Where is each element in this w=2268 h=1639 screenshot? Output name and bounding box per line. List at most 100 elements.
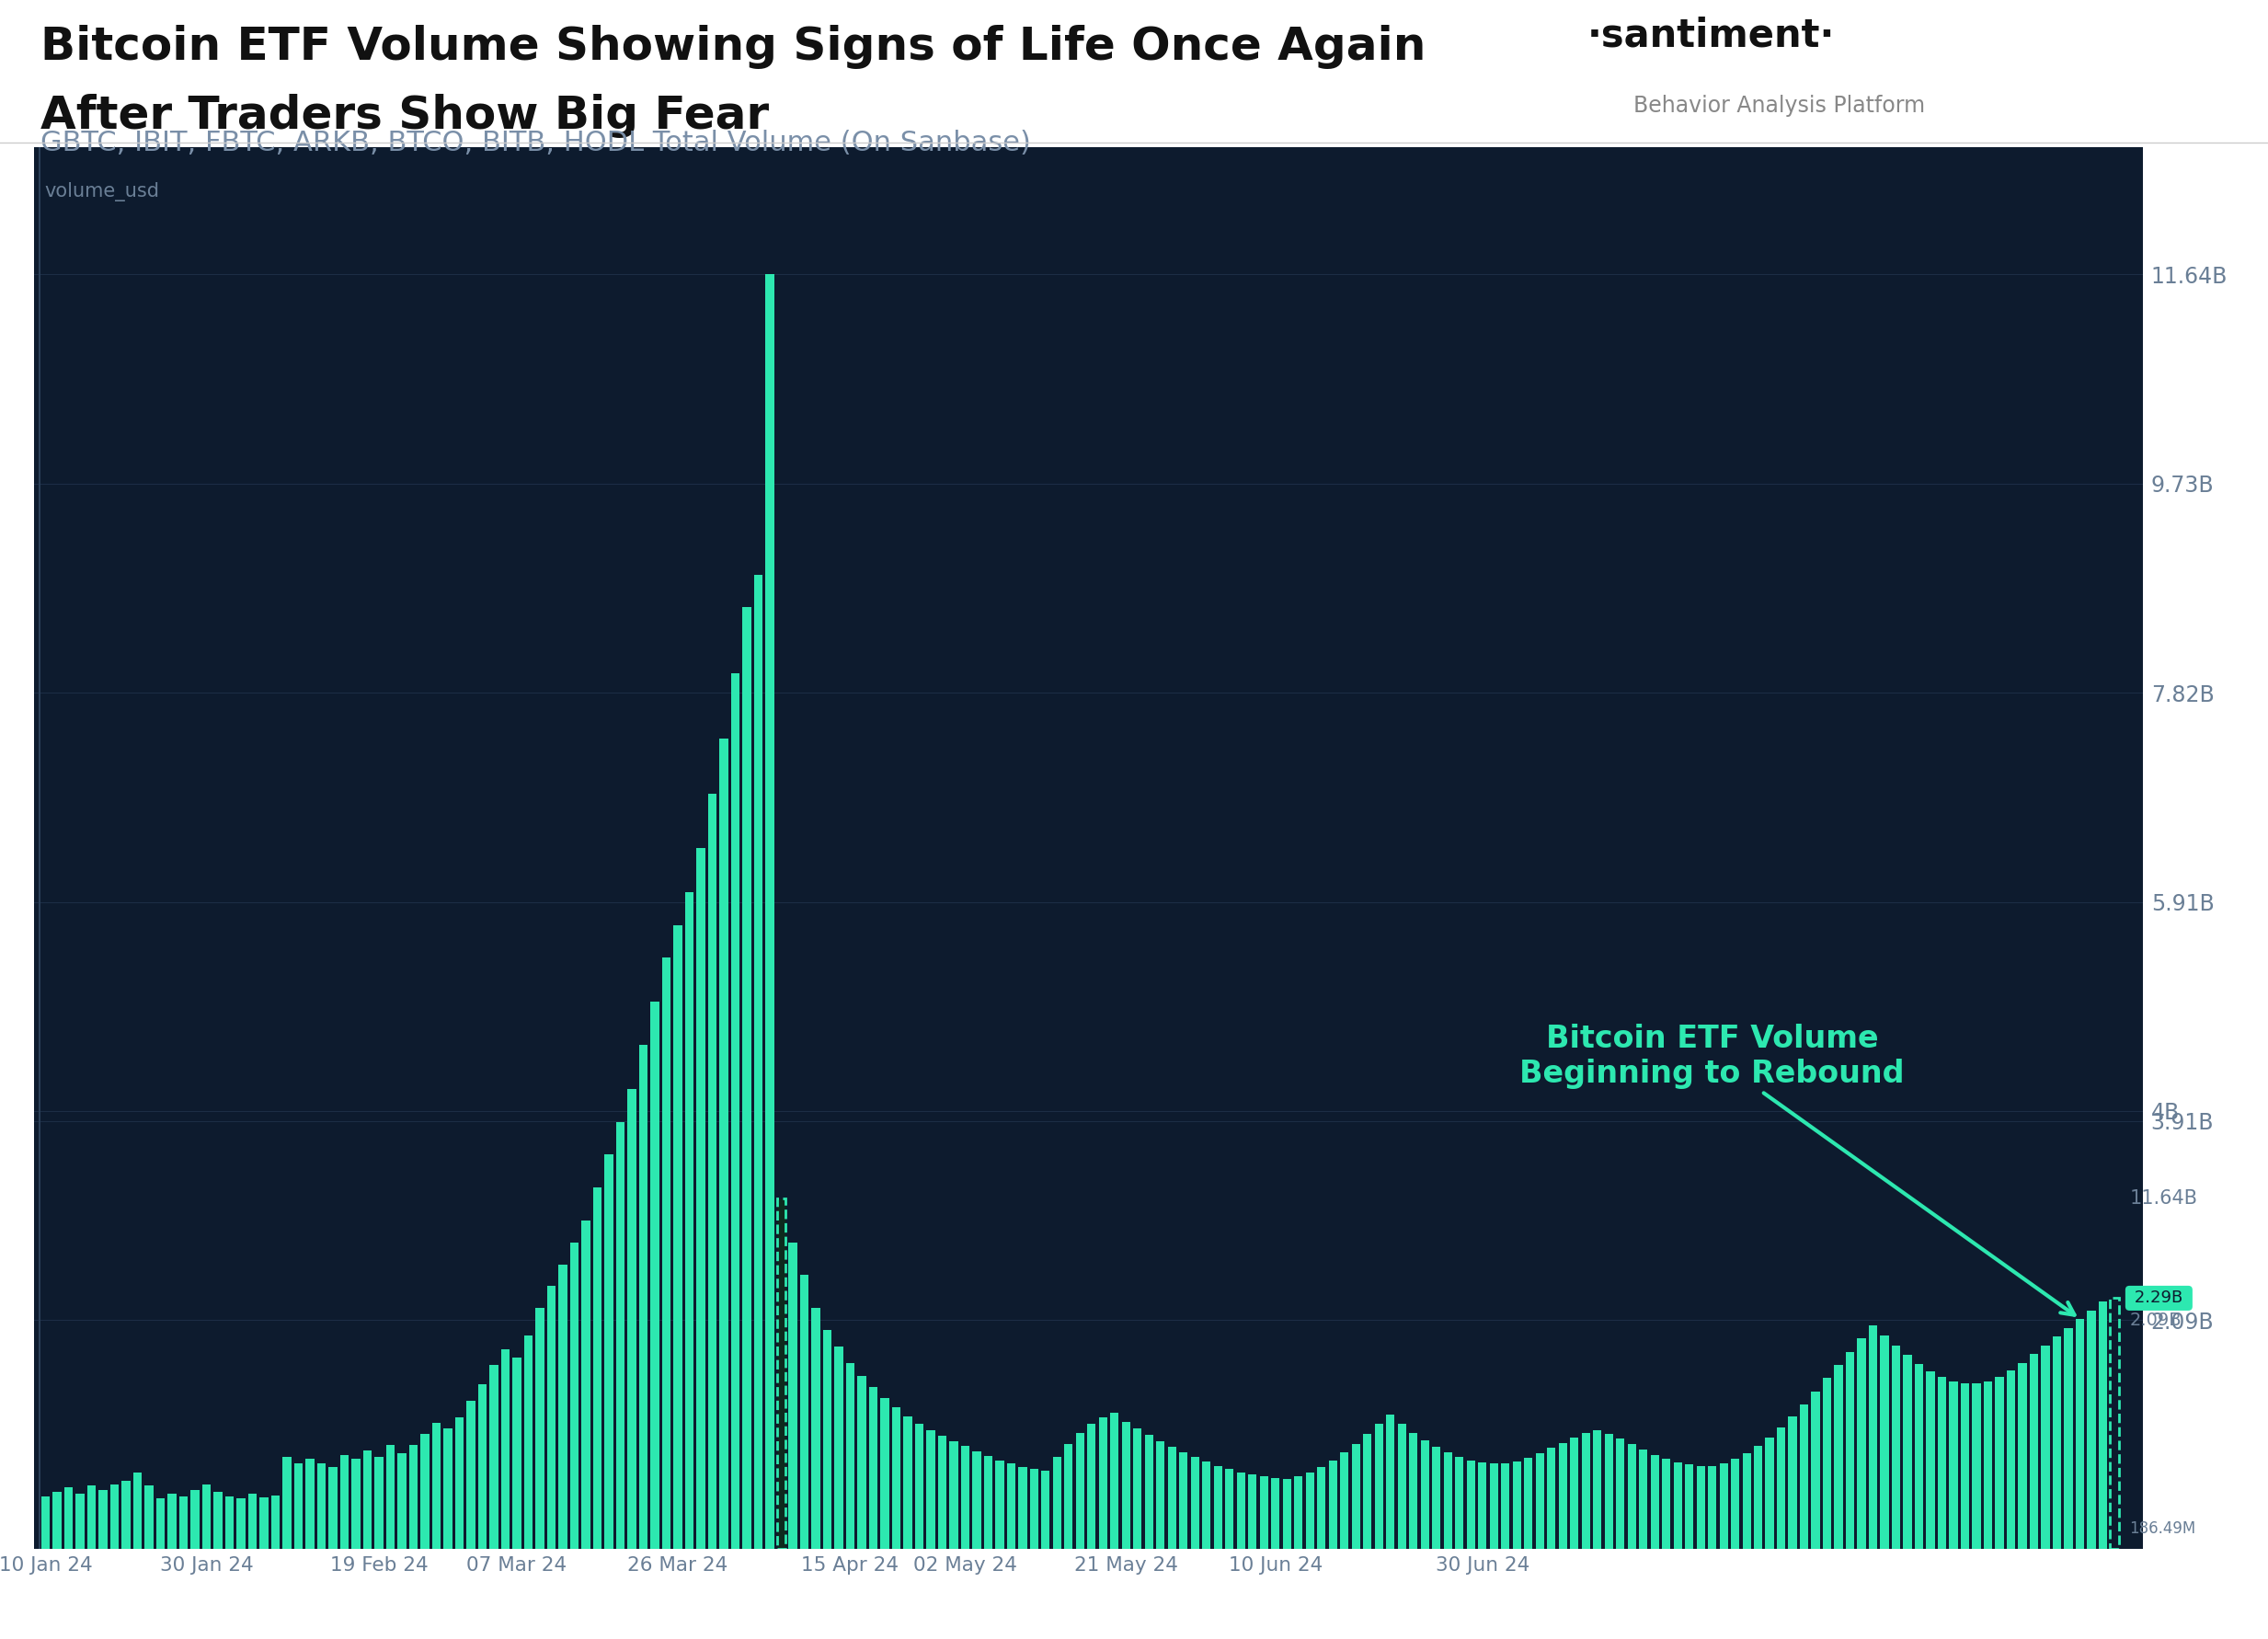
Bar [617, 1121, 624, 1549]
Bar [1295, 1477, 1302, 1549]
Bar [1880, 1336, 1889, 1549]
Bar [1617, 1439, 1624, 1549]
Bar [386, 1446, 395, 1549]
Bar [1719, 1464, 1728, 1549]
Bar [1914, 1364, 1923, 1549]
Bar [1213, 1465, 1222, 1549]
Text: volume_usd: volume_usd [45, 182, 159, 202]
Bar [247, 1495, 256, 1549]
Bar [1903, 1355, 1912, 1549]
Bar [880, 1398, 889, 1549]
Bar [479, 1385, 488, 1549]
Text: 2.29B: 2.29B [2130, 1290, 2189, 1306]
Bar [236, 1498, 245, 1549]
Bar [789, 1242, 796, 1549]
Bar [1685, 1465, 1694, 1549]
Bar [340, 1455, 349, 1549]
Bar [1236, 1472, 1245, 1549]
Bar [696, 847, 705, 1549]
Bar [86, 1485, 95, 1549]
Bar [1996, 1377, 2005, 1549]
Bar [1640, 1449, 1647, 1549]
Bar [1765, 1437, 1774, 1549]
Bar [1984, 1382, 1991, 1549]
Bar [1340, 1452, 1349, 1549]
Bar [1467, 1460, 1474, 1549]
Bar [730, 674, 739, 1549]
Bar [835, 1346, 844, 1549]
Bar [1202, 1462, 1211, 1549]
Bar [1420, 1441, 1429, 1549]
Bar [1973, 1383, 1980, 1549]
Bar [891, 1408, 900, 1549]
Bar [1801, 1405, 1808, 1549]
Bar [1007, 1464, 1016, 1549]
Bar [640, 1046, 649, 1549]
Text: 2.09B: 2.09B [2130, 1311, 2182, 1329]
Bar [259, 1498, 268, 1549]
Bar [581, 1221, 590, 1549]
Bar [846, 1362, 855, 1549]
Bar [973, 1452, 980, 1549]
Bar [1306, 1472, 1313, 1549]
Bar [1846, 1352, 1855, 1549]
Bar [1041, 1472, 1050, 1549]
Bar [2098, 1301, 2107, 1549]
Bar [1157, 1442, 1166, 1549]
Bar [1318, 1467, 1327, 1549]
Bar [145, 1485, 154, 1549]
Bar [1374, 1424, 1383, 1549]
Bar [41, 1496, 50, 1549]
Bar [857, 1375, 866, 1549]
Bar [2064, 1328, 2073, 1549]
Bar [1270, 1478, 1279, 1549]
Bar [156, 1498, 166, 1549]
Bar [1442, 1452, 1452, 1549]
Bar [535, 1308, 544, 1549]
Bar [1408, 1432, 1418, 1549]
Bar [1581, 1432, 1590, 1549]
Bar [1247, 1475, 1256, 1549]
Bar [1123, 1423, 1129, 1549]
Bar [742, 608, 751, 1549]
Bar [1329, 1460, 1338, 1549]
Bar [52, 1491, 61, 1549]
Bar [1259, 1477, 1268, 1549]
Bar [75, 1495, 84, 1549]
Bar [903, 1416, 912, 1549]
Bar [1708, 1465, 1717, 1549]
Text: Bitcoin ETF Volume Showing Signs of Life Once Again: Bitcoin ETF Volume Showing Signs of Life… [41, 25, 1427, 69]
Bar [1225, 1469, 1234, 1549]
Bar [1535, 1454, 1545, 1549]
Bar [111, 1485, 118, 1549]
Bar [662, 957, 671, 1549]
Bar [329, 1467, 338, 1549]
Bar [1962, 1383, 1969, 1549]
Bar [225, 1496, 234, 1549]
Bar [513, 1357, 522, 1549]
Bar [1823, 1378, 1833, 1549]
Bar [592, 1188, 601, 1549]
Bar [1558, 1442, 1567, 1549]
Bar [306, 1459, 315, 1549]
Bar [1064, 1444, 1073, 1549]
Bar [1603, 1434, 1613, 1549]
Bar [1569, 1437, 1579, 1549]
Bar [1835, 1365, 1844, 1549]
Bar [1111, 1413, 1118, 1549]
Bar [1075, 1432, 1084, 1549]
Text: 11.64B: 11.64B [2130, 1190, 2198, 1208]
Bar [1431, 1447, 1440, 1549]
Bar [1191, 1457, 1200, 1549]
Bar [1730, 1459, 1740, 1549]
Bar [764, 274, 773, 1549]
Bar [1030, 1469, 1039, 1549]
Bar [925, 1431, 934, 1549]
Bar [1628, 1444, 1635, 1549]
Bar [1168, 1447, 1177, 1549]
Bar [2075, 1319, 2084, 1549]
Bar [753, 575, 762, 1549]
Text: ·santiment·: ·santiment· [1588, 16, 1835, 56]
Bar [122, 1482, 129, 1549]
Bar [408, 1446, 417, 1549]
